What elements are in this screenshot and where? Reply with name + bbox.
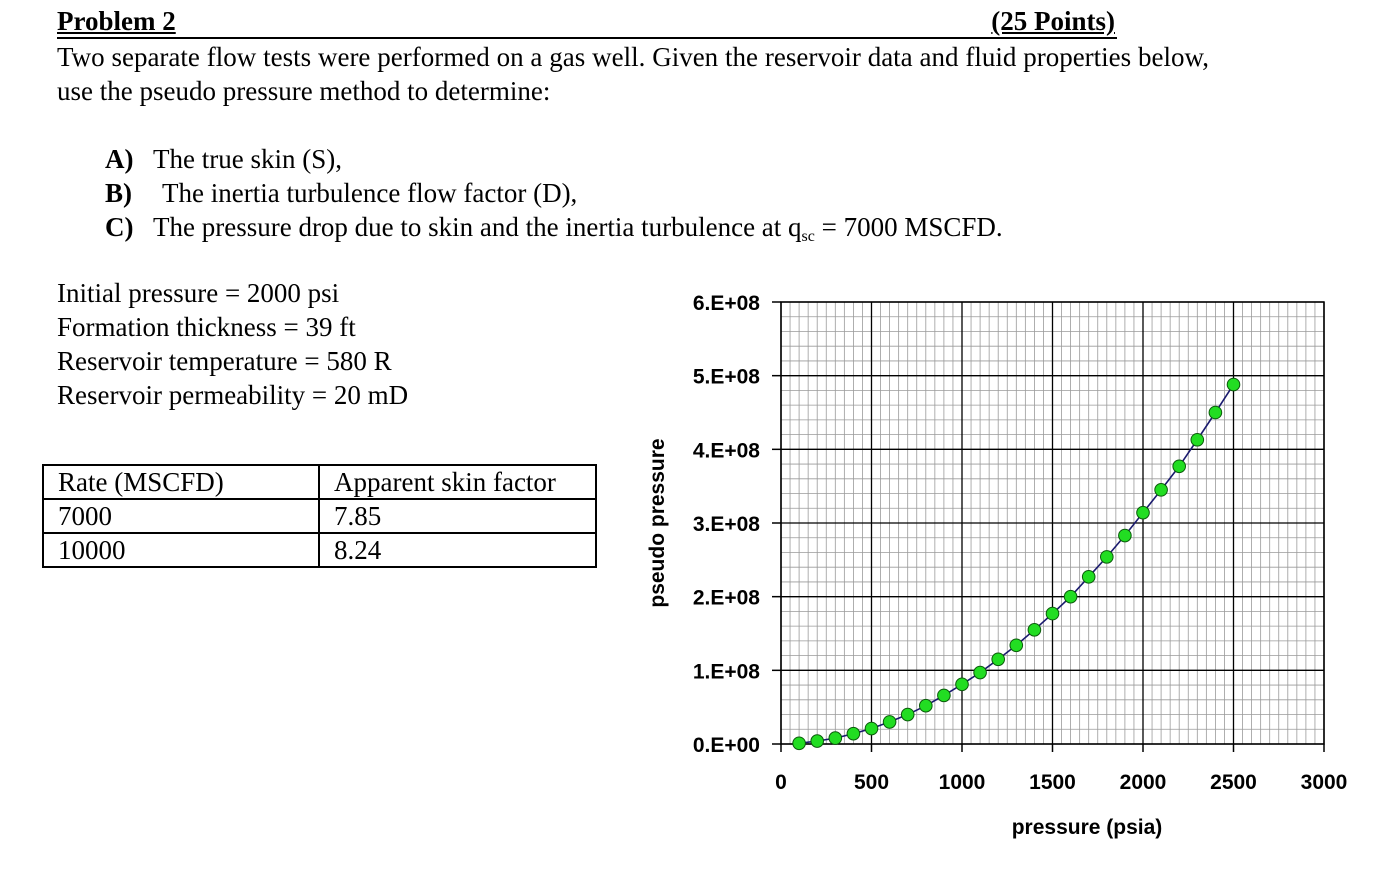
problem-points: (25 Points) xyxy=(991,6,1115,36)
question-label: C) xyxy=(105,212,134,242)
table-row: 10000 8.24 xyxy=(42,532,597,568)
data-point xyxy=(846,726,861,741)
data-point xyxy=(1045,606,1060,621)
question-label: B) xyxy=(105,178,132,208)
formation-thickness: Formation thickness = 39 ft xyxy=(57,312,356,342)
series-group xyxy=(792,377,1241,751)
y-axis-label: pseudo pressure xyxy=(646,438,669,607)
question-text: The true skin (S), xyxy=(153,144,342,174)
x-axis-ticks: 0 500 1000 1500 2000 2500 3000 xyxy=(775,744,1347,794)
table-cell: 7.85 xyxy=(318,498,597,534)
question-label: A) xyxy=(105,144,134,174)
pseudo-pressure-chart: 0.E+00 1.E+08 2.E+08 3.E+08 4.E+08 5.E+08 6.E+… xyxy=(646,292,1347,839)
y-tick-label: 5.E+08 xyxy=(693,366,760,389)
data-point xyxy=(955,677,969,692)
y-tick-label: 4.E+08 xyxy=(693,439,760,462)
question-subscript: sc xyxy=(801,228,815,245)
y-tick-label: 0.E+00 xyxy=(693,734,760,757)
data-point xyxy=(1136,505,1150,520)
y-tick-label: 2.E+08 xyxy=(693,587,760,610)
column-header-rate: Rate (MSCFD) xyxy=(42,464,320,500)
y-axis-ticks: 0.E+00 1.E+08 2.E+08 3.E+08 4.E+08 5.E+08 6.E+… xyxy=(693,292,781,757)
data-point xyxy=(1154,483,1168,497)
y-tick-label: 1.E+08 xyxy=(693,660,760,683)
y-tick-label: 6.E+08 xyxy=(693,292,760,315)
data-point xyxy=(1027,623,1042,637)
data-point xyxy=(1190,432,1205,447)
problem-title: Problem 2 xyxy=(57,6,176,36)
question-a: A) The true skin (S), xyxy=(105,142,1003,176)
data-point xyxy=(1172,459,1186,474)
x-tick-label: 1000 xyxy=(939,771,986,794)
intro-paragraph: Two separate flow tests were performed o… xyxy=(57,42,1209,106)
x-tick-label: 3000 xyxy=(1301,771,1348,794)
rate-skin-table: Rate (MSCFD) Apparent skin factor 7000 7… xyxy=(42,464,597,568)
data-point xyxy=(828,731,843,745)
question-c: C) The pressure drop due to skin and the … xyxy=(105,210,1003,254)
data-point xyxy=(1009,638,1024,653)
table-cell: 7000 xyxy=(42,498,320,534)
data-point xyxy=(810,734,825,748)
question-text: The inertia turbulence flow factor (D), xyxy=(162,178,578,208)
x-tick-label: 0 xyxy=(775,771,787,794)
data-point xyxy=(1226,377,1241,392)
reservoir-data: Initial pressure = 2000 psi Formation th… xyxy=(57,276,408,412)
question-text: The pressure drop due to skin and the in… xyxy=(153,212,802,242)
data-point xyxy=(864,721,879,736)
data-point xyxy=(1100,550,1114,564)
data-point xyxy=(937,688,951,703)
problem-header: Problem 2 (25 Points) xyxy=(57,6,1117,39)
column-header-skin: Apparent skin factor xyxy=(318,464,597,500)
question-b: B) The inertia turbulence flow factor (D)… xyxy=(105,176,1003,210)
data-point xyxy=(1208,405,1223,420)
data-point xyxy=(900,707,915,722)
reservoir-permeability: Reservoir permeability = 20 mD xyxy=(57,380,409,410)
data-point xyxy=(973,665,987,680)
y-tick-label: 3.E+08 xyxy=(693,513,760,536)
data-point xyxy=(919,698,933,713)
x-axis-label: pressure (psia) xyxy=(1012,816,1163,839)
data-point xyxy=(1081,569,1096,584)
x-tick-label: 500 xyxy=(854,771,889,794)
data-point xyxy=(991,652,1006,667)
x-tick-label: 2500 xyxy=(1210,771,1257,794)
x-tick-label: 1500 xyxy=(1029,771,1076,794)
question-text-end: = 7000 MSCFD. xyxy=(814,212,1003,242)
data-point xyxy=(1118,528,1132,543)
initial-pressure: Initial pressure = 2000 psi xyxy=(57,278,340,308)
table-header-row: Rate (MSCFD) Apparent skin factor xyxy=(42,464,597,500)
data-point xyxy=(792,736,806,751)
data-point xyxy=(882,715,897,729)
table-cell: 10000 xyxy=(42,532,320,568)
x-tick-label: 2000 xyxy=(1120,771,1167,794)
table-cell: 8.24 xyxy=(318,532,597,568)
data-point xyxy=(1063,589,1078,604)
reservoir-temperature: Reservoir temperature = 580 R xyxy=(57,346,392,376)
question-list: A) The true skin (S), B) The inertia turbu… xyxy=(105,142,1003,254)
table-row: 7000 7.85 xyxy=(42,498,597,534)
